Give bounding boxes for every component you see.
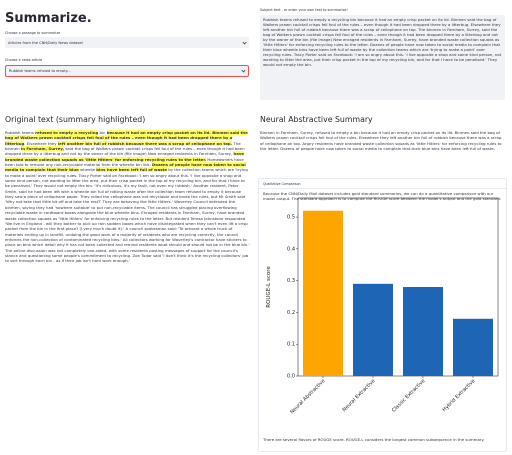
y-tick-label: 0.2 <box>287 310 295 316</box>
rouge-chart-svg: 0.0 0.1 0.2 0.3 0.4 0.5 ROUGE-L score Neural Ab… <box>262 192 506 434</box>
original-text-segment: bin <box>98 130 107 135</box>
chevron-down-icon <box>241 68 245 72</box>
original-text-segment: wheelie <box>79 167 96 172</box>
original-text-segment: . Elsewhere they <box>24 141 58 146</box>
y-tick-label: 0.1 <box>287 342 295 348</box>
bar <box>403 287 443 376</box>
y-tick-label: 0.4 <box>287 246 295 252</box>
x-tick-label: Neural Extractive <box>341 378 376 413</box>
passage-select-value: Articles from the CNN/Daily News dataset <box>8 41 83 45</box>
y-tick-label: 0.3 <box>287 278 295 284</box>
app-title: Summarize. <box>5 11 92 26</box>
x-tick-label: Hybrid Extractive <box>441 378 476 413</box>
article-select[interactable]: Rubbish teams refused to empty... <box>5 65 249 77</box>
expander-divider <box>259 188 506 189</box>
summary-highlight: in Farnham, Surrey, <box>21 146 64 151</box>
bar <box>453 319 493 376</box>
original-text-body: Rubbish teams refused to empty a recycli… <box>5 130 250 448</box>
passage-select[interactable]: Articles from the CNN/Daily News dataset <box>5 37 249 48</box>
original-text-segment: by the collection teams which are 'tryin… <box>5 167 250 263</box>
y-tick-label: 0.5 <box>287 215 295 221</box>
bar <box>353 284 393 376</box>
y-axis-label: ROUGE-L score <box>266 266 272 308</box>
summary-highlight: left another bin full of rubbish because… <box>58 141 232 146</box>
bar <box>303 211 343 376</box>
summary-highlight: refused to empty a recycling <box>35 130 98 135</box>
original-text-segment: Rubbish teams <box>5 130 35 135</box>
summary-text: Binmen in Farnham, Surrey, refused to em… <box>260 130 505 151</box>
summary-heading: Neural Abstractive Summary <box>260 115 373 124</box>
x-tick-label: Classic Extractive <box>391 378 427 414</box>
original-text-heading: Original text (summary highlighted) <box>5 115 145 124</box>
chevron-down-icon <box>242 40 246 44</box>
rouge-bar-chart: 0.0 0.1 0.2 0.3 0.4 0.5 ROUGE-L score Neural Ab… <box>262 192 506 434</box>
y-tick-label: 0.0 <box>287 374 295 380</box>
article-select-value: Rubbish teams refused to empty... <box>9 69 71 73</box>
expander-label: Qualitative Comparison <box>263 182 301 186</box>
subject-textarea[interactable]: Rubbish teams refused to empty a recycli… <box>260 15 505 100</box>
comparison-footer: There are several flavors of ROUGE score… <box>263 437 503 442</box>
subject-text-label: Subject text - or enter your own text to… <box>260 8 348 12</box>
summary-highlight: bins have been left full of waste <box>96 167 167 172</box>
article-select-label: Choose a news article <box>5 58 42 62</box>
passage-select-label: Choose a passage to summarize <box>5 31 60 35</box>
x-tick-label: Neural Abstractive <box>289 378 326 415</box>
